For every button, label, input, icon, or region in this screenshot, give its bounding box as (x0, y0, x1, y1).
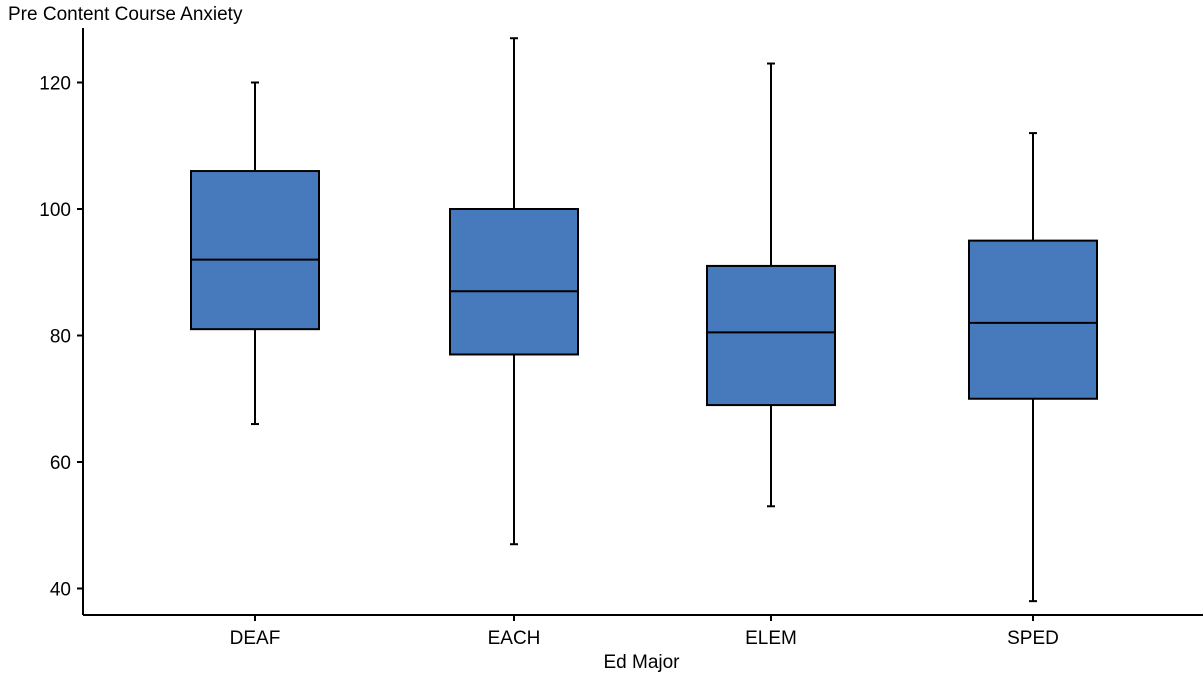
x-tick-label-sped: SPED (1007, 628, 1059, 649)
x-axis-label: Ed Major (603, 652, 680, 673)
x-tick-label-deaf: DEAF (230, 628, 281, 649)
box-sped (968, 239, 1098, 400)
x-tick-label-each: EACH (488, 628, 541, 649)
x-tick-label-elem: ELEM (745, 628, 797, 649)
box-elem (706, 264, 836, 407)
y-tick-label-100: 100 (39, 200, 71, 221)
y-tick-label-40: 40 (50, 580, 71, 601)
y-tick-label-80: 80 (50, 327, 71, 348)
box-deaf (190, 170, 320, 331)
y-tick-label-60: 60 (50, 453, 71, 474)
y-axis-label: Pre Content Course Anxiety (8, 4, 243, 25)
box-each (449, 208, 579, 356)
y-tick-label-120: 120 (39, 74, 71, 95)
